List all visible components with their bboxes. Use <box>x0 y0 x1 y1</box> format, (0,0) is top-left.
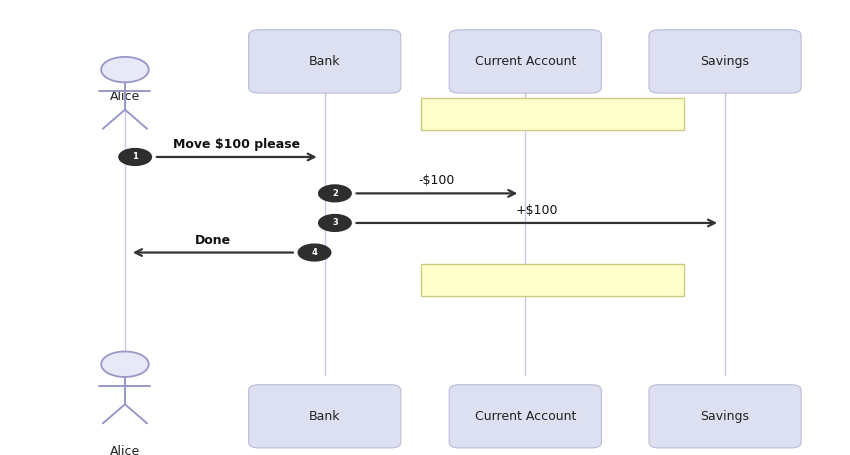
Text: -$100: -$100 <box>419 174 455 187</box>
Circle shape <box>101 57 149 82</box>
Text: Current Account: Current Account <box>474 55 576 68</box>
Circle shape <box>118 148 152 166</box>
FancyBboxPatch shape <box>248 30 400 93</box>
Text: 2: 2 <box>332 189 337 198</box>
Text: 4: 4 <box>312 248 317 257</box>
Circle shape <box>318 184 352 202</box>
Text: Savings: Savings <box>700 410 750 423</box>
FancyBboxPatch shape <box>449 30 601 93</box>
FancyBboxPatch shape <box>248 384 400 448</box>
FancyBboxPatch shape <box>449 384 601 448</box>
FancyBboxPatch shape <box>421 264 684 296</box>
Text: Current Account: Current Account <box>474 410 576 423</box>
FancyBboxPatch shape <box>421 98 684 130</box>
Text: Alice: Alice <box>110 90 140 103</box>
FancyBboxPatch shape <box>649 384 801 448</box>
Text: +$100: +$100 <box>515 204 558 217</box>
Text: Bank: Bank <box>309 55 341 68</box>
Text: Account values: $900, $100: Account values: $900, $100 <box>478 273 627 287</box>
Text: Savings: Savings <box>700 55 750 68</box>
Circle shape <box>101 351 149 377</box>
Text: Done: Done <box>195 233 231 247</box>
Text: Move $100 please: Move $100 please <box>173 138 300 151</box>
Text: Account values: $1000, $0: Account values: $1000, $0 <box>482 106 623 121</box>
Text: Alice: Alice <box>110 445 140 455</box>
Text: 3: 3 <box>332 218 337 228</box>
Text: 1: 1 <box>133 152 138 162</box>
Circle shape <box>298 243 332 262</box>
Text: Bank: Bank <box>309 410 341 423</box>
FancyBboxPatch shape <box>649 30 801 93</box>
Circle shape <box>318 214 352 232</box>
